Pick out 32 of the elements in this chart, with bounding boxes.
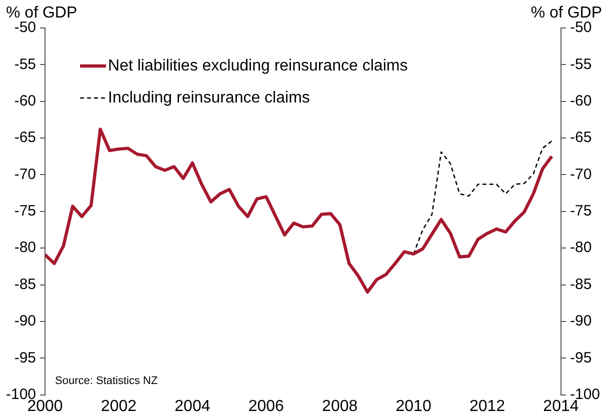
line-series <box>412 140 552 255</box>
y2-tick-label: -80 <box>570 239 592 256</box>
legend-label: Net liabilities excluding reinsurance claims <box>108 57 408 74</box>
y-tick-label: -95 <box>14 349 36 366</box>
x-tick-label: 2004 <box>174 398 210 415</box>
x-tick-label: 2006 <box>248 398 284 415</box>
y2-tick-label: -75 <box>570 202 592 220</box>
annotation: Source: Statistics NZ <box>55 374 158 387</box>
y2-axis-title: % of GDP <box>530 4 602 22</box>
x-tick-label: 2002 <box>100 398 137 415</box>
y-axis-title: % of GDP <box>6 4 78 22</box>
y-tick-label: -50 <box>14 19 36 36</box>
y2-tick-label: -55 <box>570 56 592 73</box>
y-tick-label: -75 <box>14 202 36 220</box>
x-tick-label: 2008 <box>322 398 358 415</box>
y-tick-label: -70 <box>14 166 36 183</box>
y2-tick-label: -60 <box>570 92 592 110</box>
y2-tick-label: -95 <box>570 349 592 366</box>
y-tick-label: -90 <box>14 312 36 330</box>
y-tick-label: -65 <box>14 129 36 146</box>
y2-tick-label: -70 <box>570 166 592 183</box>
x-tick-label: 2012 <box>469 398 506 415</box>
y2-tick-label: -90 <box>570 312 592 330</box>
y2-tick-label: -65 <box>570 129 592 146</box>
y-tick-label: -60 <box>14 92 36 110</box>
y2-tick-label: -85 <box>570 276 592 293</box>
y-tick-label: -80 <box>14 239 36 256</box>
x-tick-label: 2010 <box>396 398 432 415</box>
y-tick-label: -55 <box>14 56 36 73</box>
y-tick-label: -85 <box>14 276 36 293</box>
legend-label: Including reinsurance claims <box>108 89 310 106</box>
y2-tick-label: -50 <box>570 19 592 36</box>
